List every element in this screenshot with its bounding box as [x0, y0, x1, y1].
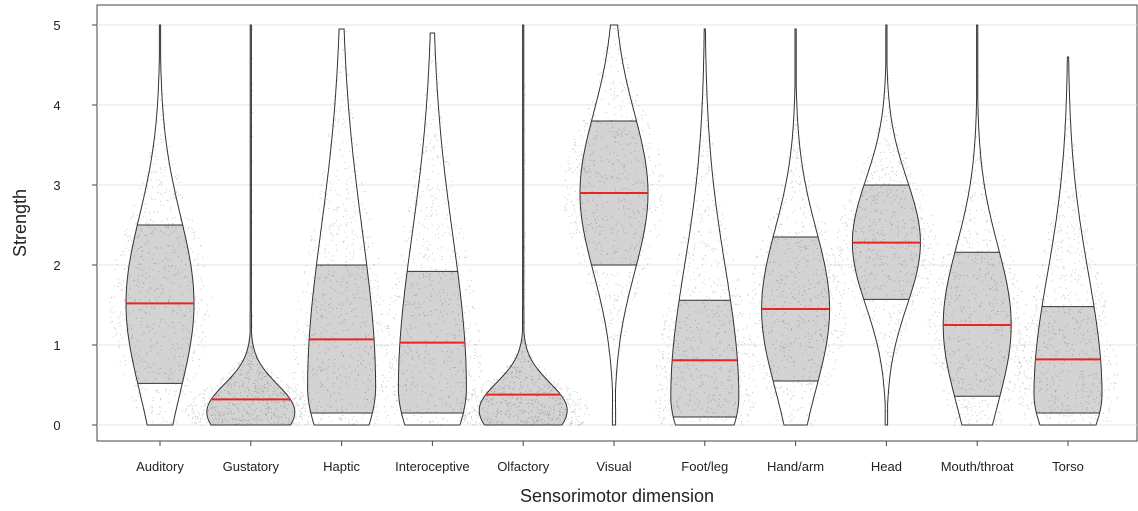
x-tick-label: Auditory	[136, 459, 184, 474]
jitter-points	[927, 76, 1029, 426]
x-tick-label: Mouth/throat	[941, 459, 1014, 474]
violin-auditory	[109, 24, 212, 426]
violin-outline	[206, 24, 296, 426]
jitter-points	[655, 55, 756, 426]
violin-olfactory	[459, 24, 590, 427]
violin-outline	[397, 32, 467, 426]
violin-visual	[564, 24, 665, 426]
x-tick-label: Olfactory	[497, 459, 550, 474]
violin-torso	[1018, 56, 1119, 427]
violin-interoceptive	[381, 32, 483, 427]
x-tick-label: Visual	[596, 459, 631, 474]
violin-head	[836, 24, 939, 426]
violin-foot-leg	[655, 28, 756, 426]
violin-outline	[307, 28, 377, 426]
iqr-band	[670, 300, 739, 417]
y-axis: 0 1 2 3 4 5	[53, 18, 97, 433]
violin-outline	[670, 28, 740, 426]
y-tick-label: 0	[53, 418, 60, 433]
violin-outline	[1033, 56, 1103, 426]
violin-haptic	[291, 28, 394, 426]
x-tick-label: Hand/arm	[767, 459, 824, 474]
x-tick-label: Foot/leg	[681, 459, 728, 474]
x-tick-label: Gustatory	[223, 459, 280, 474]
violins	[109, 24, 1119, 427]
violin-outline	[579, 24, 649, 426]
y-tick-label: 2	[53, 258, 60, 273]
iqr-band	[206, 25, 295, 425]
iqr-band	[479, 25, 568, 425]
violin-outline	[125, 24, 195, 426]
x-tick-label: Interoceptive	[395, 459, 469, 474]
x-tick-label: Torso	[1052, 459, 1084, 474]
violin-outline	[761, 28, 831, 426]
violin-outline	[851, 24, 921, 426]
y-axis-title: Strength	[10, 189, 30, 257]
x-tick-label: Head	[871, 459, 902, 474]
x-tick-label: Haptic	[323, 459, 360, 474]
jitter-points	[185, 27, 317, 427]
x-axis: Auditory Gustatory Haptic Interoceptive Olfa…	[136, 441, 1084, 474]
violin-outline	[478, 24, 568, 426]
y-tick-label: 3	[53, 178, 60, 193]
violin-mouth-throat	[927, 24, 1029, 426]
violin-gustatory	[185, 24, 317, 427]
y-tick-label: 4	[53, 98, 60, 113]
x-axis-title: Sensorimotor dimension	[520, 486, 714, 506]
violin-outline	[942, 24, 1012, 426]
y-tick-label: 5	[53, 18, 60, 33]
y-tick-label: 1	[53, 338, 60, 353]
violin-hand-arm	[747, 28, 847, 427]
